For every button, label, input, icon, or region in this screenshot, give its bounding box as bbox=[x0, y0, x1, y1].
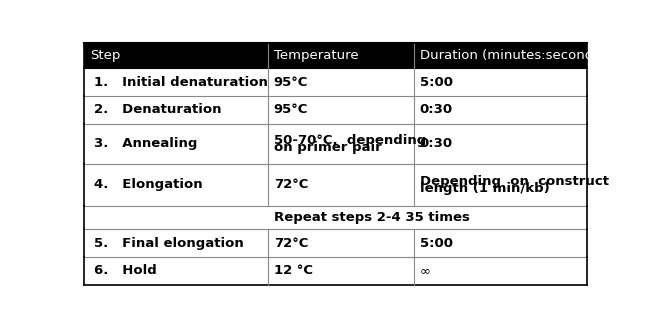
Text: 0:30: 0:30 bbox=[420, 137, 453, 150]
Bar bbox=[84, 206, 587, 229]
Bar bbox=[84, 164, 587, 206]
Text: 50-70°C,  depending: 50-70°C, depending bbox=[274, 134, 426, 147]
Text: 12 °C: 12 °C bbox=[274, 264, 313, 277]
Text: 3.   Annealing: 3. Annealing bbox=[94, 137, 198, 150]
Text: Depending  on  construct: Depending on construct bbox=[420, 175, 608, 188]
Text: Step: Step bbox=[90, 49, 121, 62]
Bar bbox=[84, 43, 587, 68]
Text: 4.   Elongation: 4. Elongation bbox=[94, 179, 203, 191]
Text: ∞: ∞ bbox=[420, 264, 430, 277]
Text: on primer pair: on primer pair bbox=[274, 141, 382, 154]
Bar bbox=[84, 257, 587, 284]
Text: 5:00: 5:00 bbox=[420, 76, 453, 89]
Text: 5:00: 5:00 bbox=[420, 237, 453, 250]
Bar bbox=[84, 124, 587, 164]
Text: 6.   Hold: 6. Hold bbox=[94, 264, 157, 277]
Text: length (1 min/kb): length (1 min/kb) bbox=[420, 182, 550, 195]
Text: 0:30: 0:30 bbox=[420, 103, 453, 116]
Bar bbox=[84, 229, 587, 257]
Text: Repeat steps 2-4 35 times: Repeat steps 2-4 35 times bbox=[274, 211, 470, 224]
Bar bbox=[84, 96, 587, 124]
Text: 5.   Final elongation: 5. Final elongation bbox=[94, 237, 244, 250]
Text: 72°C: 72°C bbox=[274, 179, 309, 191]
Text: 95°C: 95°C bbox=[274, 103, 309, 116]
Text: 72°C: 72°C bbox=[274, 237, 309, 250]
Bar bbox=[84, 68, 587, 96]
Text: Duration (minutes:seconds): Duration (minutes:seconds) bbox=[420, 49, 605, 62]
Text: 1.   Initial denaturation: 1. Initial denaturation bbox=[94, 76, 269, 89]
Text: 2.   Denaturation: 2. Denaturation bbox=[94, 103, 222, 116]
Text: 95°C: 95°C bbox=[274, 76, 309, 89]
Text: Temperature: Temperature bbox=[274, 49, 358, 62]
